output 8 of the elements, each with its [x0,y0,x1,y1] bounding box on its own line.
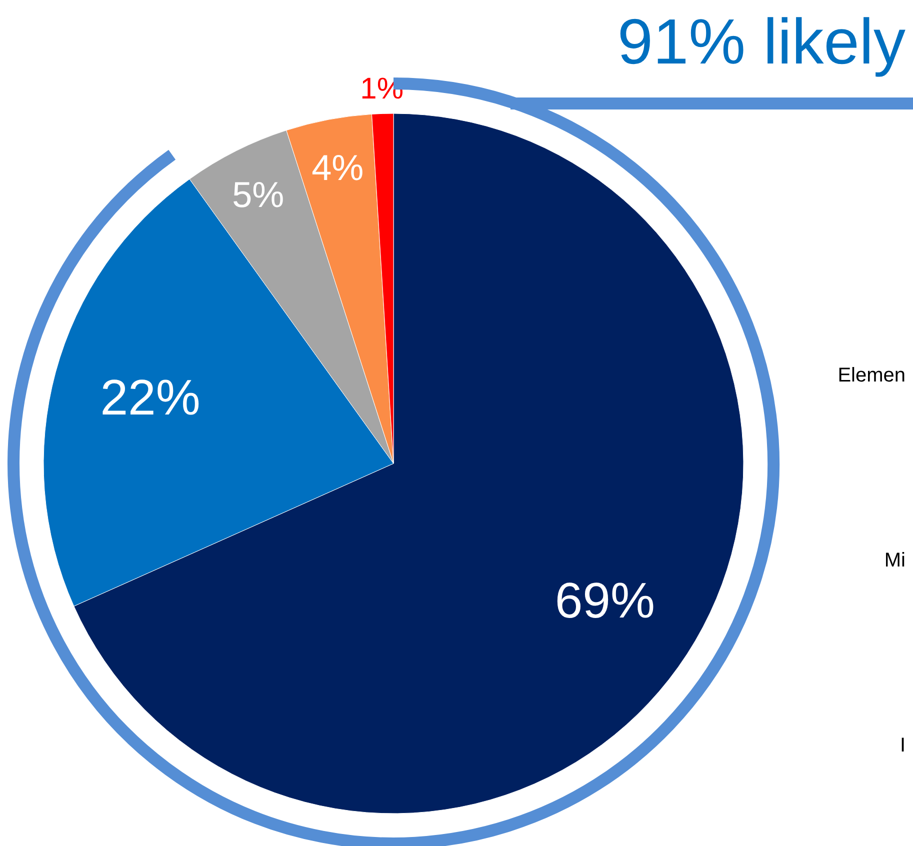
text: Elemen [838,364,906,386]
data-label: 69% [554,572,655,629]
text: I [900,734,906,756]
text: 91% likely [617,6,906,78]
data-label: 5% [232,174,284,216]
text: Mi [884,550,906,572]
data-label: 4% [312,147,364,188]
data-label: 22% [100,370,200,426]
